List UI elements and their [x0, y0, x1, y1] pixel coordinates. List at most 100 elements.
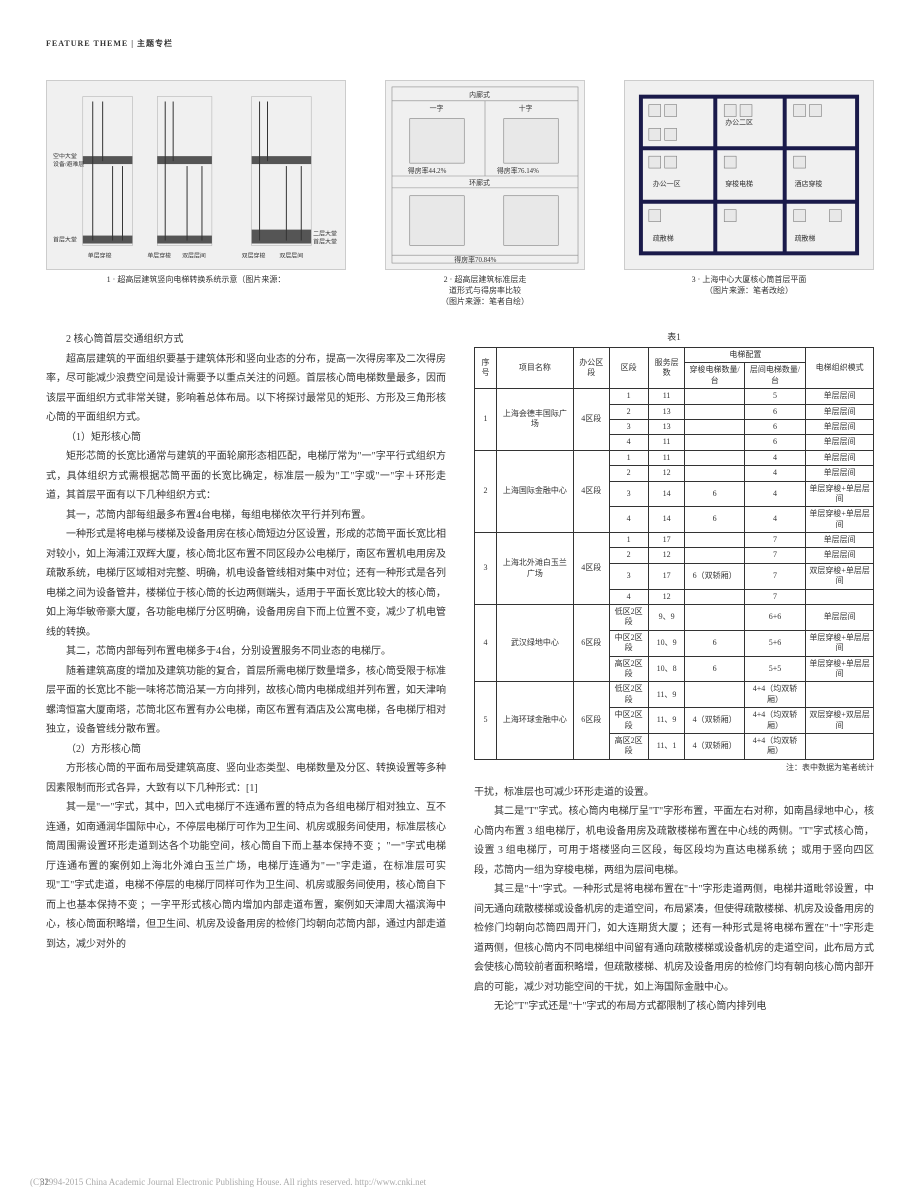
figures-row: 空中大堂 设备/避难层 首层大堂 单层穿梭 单层穿梭 双层层间 — [46, 80, 874, 308]
data-table: 序号 项目名称 办公区段 区段 服务层数 电梯配置 电梯组织模式 穿梭电梯数量/… — [474, 347, 874, 760]
th-zone: 区段 — [609, 348, 648, 389]
svg-text:内廊式: 内廊式 — [469, 90, 490, 99]
cell: 单层层间 — [806, 389, 874, 404]
cell — [685, 466, 744, 481]
figure-2-caption: 2 · 超高层建筑标准层走 道形式与得房率比较 （图片来源：笔者自绘） — [441, 274, 529, 308]
cell: 2 — [609, 548, 648, 563]
cell: 13 — [648, 404, 685, 419]
svg-text:办公二区: 办公二区 — [725, 117, 753, 126]
cell: 6 — [685, 507, 744, 533]
paragraph: 随着建筑高度的增加及建筑功能的复合，首层所需电梯厅数量增多，核心筒受限于标准层平… — [46, 662, 446, 740]
figure-1-image: 空中大堂 设备/避难层 首层大堂 单层穿梭 单层穿梭 双层层间 — [46, 80, 346, 270]
th-service: 服务层数 — [648, 348, 685, 389]
cell: 6+6 — [744, 605, 805, 631]
subsection-heading: （1）矩形核心筒 — [46, 428, 446, 448]
cell: 单层层间 — [806, 419, 874, 434]
cell-office: 4区段 — [573, 450, 609, 532]
right-column: 表1 序号 项目名称 办公区段 区段 服务层数 电梯配置 电梯组织模式 穿梭电梯… — [474, 330, 874, 1017]
cell: 单层穿梭+单层层间 — [806, 656, 874, 682]
cell: 单层层间 — [806, 404, 874, 419]
cell-name: 武汉绿地中心 — [496, 605, 573, 682]
cell: 高区2区段 — [609, 656, 648, 682]
cell-seq: 1 — [475, 389, 497, 451]
th-interval: 层间电梯数量/台 — [744, 363, 805, 389]
cell: 6 — [744, 419, 805, 434]
paragraph: 超高层建筑的平面组织要基于建筑体形和竖向业态的分布，提高一次得房率及二次得房率，… — [46, 350, 446, 428]
cell: 6 — [685, 630, 744, 656]
cell-name: 上海北外滩白玉兰广场 — [496, 533, 573, 605]
cell-office: 4区段 — [573, 533, 609, 605]
cell-office: 6区段 — [573, 682, 609, 759]
cell: 双层穿梭+双层层间 — [806, 708, 874, 734]
cell: 单层层间 — [806, 548, 874, 563]
cell: 9、9 — [648, 605, 685, 631]
cell — [685, 435, 744, 450]
figure-1: 空中大堂 设备/避难层 首层大堂 单层穿梭 单层穿梭 双层层间 — [46, 80, 346, 308]
cell: 单层层间 — [806, 466, 874, 481]
cell: 1 — [609, 450, 648, 465]
cell: 11 — [648, 450, 685, 465]
cell: 4 — [609, 435, 648, 450]
cell-office: 4区段 — [573, 389, 609, 451]
footer-copyright: (C) 1994-2015 China Academic Journal Ele… — [30, 1177, 426, 1187]
svg-text:双层层间: 双层层间 — [182, 251, 206, 259]
cell-name: 上海会德丰国际广场 — [496, 389, 573, 451]
cell: 6 — [744, 435, 805, 450]
paragraph: 其三是"十"字式。一种形式是将电梯布置在"十"字形走道两侧，电梯井道毗邻设置，中… — [474, 880, 874, 997]
figure-2-image: 内廊式 一字 十字 得房率44.2% 得房率76.14% 环廊式 得房率70.8… — [385, 80, 585, 270]
svg-text:十字: 十字 — [519, 104, 533, 113]
cell — [806, 682, 874, 708]
cell: 6 — [685, 656, 744, 682]
th-mode: 电梯组织模式 — [806, 348, 874, 389]
figure-3-caption: 3 · 上海中心大厦核心筒首层平面 （图片来源：笔者改绘） — [692, 274, 807, 296]
subsection-heading: （2）方形核心筒 — [46, 740, 446, 760]
th-seq: 序号 — [475, 348, 497, 389]
svg-text:得房率76.14%: 得房率76.14% — [497, 166, 539, 175]
cell: 5+6 — [744, 630, 805, 656]
table-row: 2上海国际金融中心4区段1114单层层间 — [475, 450, 874, 465]
cell: 4（双轿厢） — [685, 708, 744, 734]
cell-seq: 2 — [475, 450, 497, 532]
cell: 4 — [744, 450, 805, 465]
th-elev-group: 电梯配置 — [685, 348, 806, 363]
figure-2: 内廊式 一字 十字 得房率44.2% 得房率76.14% 环廊式 得房率70.8… — [385, 80, 585, 308]
cell — [685, 389, 744, 404]
paragraph: 其一，芯筒内部每组最多布置4台电梯，每组电梯依次平行并列布置。 — [46, 506, 446, 526]
cell: 11、9 — [648, 682, 685, 708]
cell: 中区2区段 — [609, 708, 648, 734]
paragraph: 一种形式是将电梯与楼梯及设备用房在核心筒短边分区设置，形成的芯筒平面长宽比相对较… — [46, 525, 446, 642]
table-1: 表1 序号 项目名称 办公区段 区段 服务层数 电梯配置 电梯组织模式 穿梭电梯… — [474, 330, 874, 773]
cell: 12 — [648, 589, 685, 604]
svg-text:疏散梯: 疏散梯 — [653, 233, 674, 242]
cell-name: 上海环球金融中心 — [496, 682, 573, 759]
svg-text:双层穿梭: 双层穿梭 — [242, 251, 266, 259]
svg-text:办公一区: 办公一区 — [653, 179, 681, 188]
cell: 1 — [609, 389, 648, 404]
cell: 3 — [609, 481, 648, 507]
cell-seq: 4 — [475, 605, 497, 682]
cell: 7 — [744, 548, 805, 563]
cell: 2 — [609, 466, 648, 481]
section-heading: 2 核心筒首层交通组织方式 — [46, 330, 446, 350]
paragraph: 干扰，标准层也可减少环形走道的设置。 — [474, 783, 874, 803]
svg-text:单层穿梭: 单层穿梭 — [147, 251, 171, 259]
cell: 4 — [609, 507, 648, 533]
cell — [685, 404, 744, 419]
cell: 4 — [744, 481, 805, 507]
cell: 7 — [744, 563, 805, 589]
page-header: FEATURE THEME | 主题专栏 — [46, 38, 173, 49]
paragraph: 其二，芯筒内部每列布置电梯多于4台，分别设置服务不同业态的电梯厅。 — [46, 642, 446, 662]
cell: 单层穿梭+单层层间 — [806, 481, 874, 507]
cell: 14 — [648, 507, 685, 533]
cell: 单层穿梭+单层层间 — [806, 630, 874, 656]
cell: 11 — [648, 435, 685, 450]
cell — [685, 605, 744, 631]
cell: 低区2区段 — [609, 682, 648, 708]
svg-text:一字: 一字 — [430, 104, 444, 113]
table-title: 表1 — [474, 330, 874, 343]
svg-text:首层大堂: 首层大堂 — [53, 236, 77, 244]
cell: 4 — [609, 589, 648, 604]
cell: 14 — [648, 481, 685, 507]
table-row: 1上海会德丰国际广场4区段1115单层层间 — [475, 389, 874, 404]
svg-text:得房率70.84%: 得房率70.84% — [454, 255, 496, 264]
